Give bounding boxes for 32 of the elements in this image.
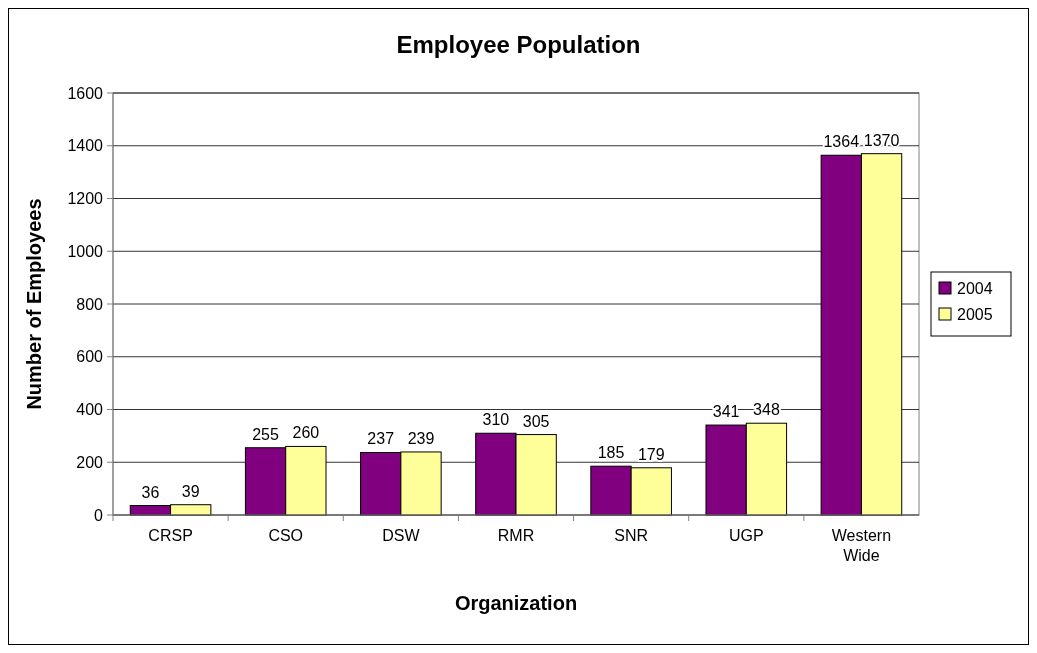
- x-tick-label: UGP: [728, 527, 764, 544]
- data-label: 260: [292, 424, 320, 442]
- chart-title: Employee Population: [396, 31, 641, 58]
- x-tick-label: RMR: [497, 527, 535, 544]
- x-tick-label: DSW: [382, 527, 421, 544]
- x-tick-label: SNR: [614, 527, 649, 544]
- x-tick-label: Western Wide: [831, 527, 892, 564]
- x-tick-label: CSO: [268, 527, 304, 544]
- y-tick-label: 800: [76, 295, 104, 313]
- legend-label: 2004: [957, 279, 993, 297]
- legend-label: 2005: [957, 305, 993, 323]
- y-tick-label: 1200: [67, 190, 104, 208]
- data-label: 305: [522, 412, 550, 430]
- data-label: 1370: [863, 131, 900, 149]
- data-label: 39: [181, 482, 200, 500]
- y-axis-title: Number of Employees: [23, 198, 45, 410]
- data-label: 239: [407, 429, 435, 447]
- data-label: 185: [597, 444, 625, 462]
- y-tick-label: 400: [76, 401, 104, 419]
- y-tick-label: 1400: [67, 137, 104, 155]
- y-tick-label: 1600: [67, 84, 104, 102]
- y-tick-label: 600: [76, 348, 104, 366]
- x-tick-label: CRSP: [148, 527, 193, 544]
- data-label: 179: [637, 445, 665, 463]
- data-label: 310: [482, 411, 510, 429]
- x-axis-title: Organization: [454, 592, 578, 614]
- data-label: 255: [252, 425, 280, 443]
- y-tick-label: 200: [76, 453, 104, 471]
- y-tick-label: 1000: [67, 242, 104, 260]
- data-label: 36: [141, 483, 160, 501]
- data-label: 237: [367, 430, 395, 448]
- y-tick-label: 0: [94, 506, 104, 524]
